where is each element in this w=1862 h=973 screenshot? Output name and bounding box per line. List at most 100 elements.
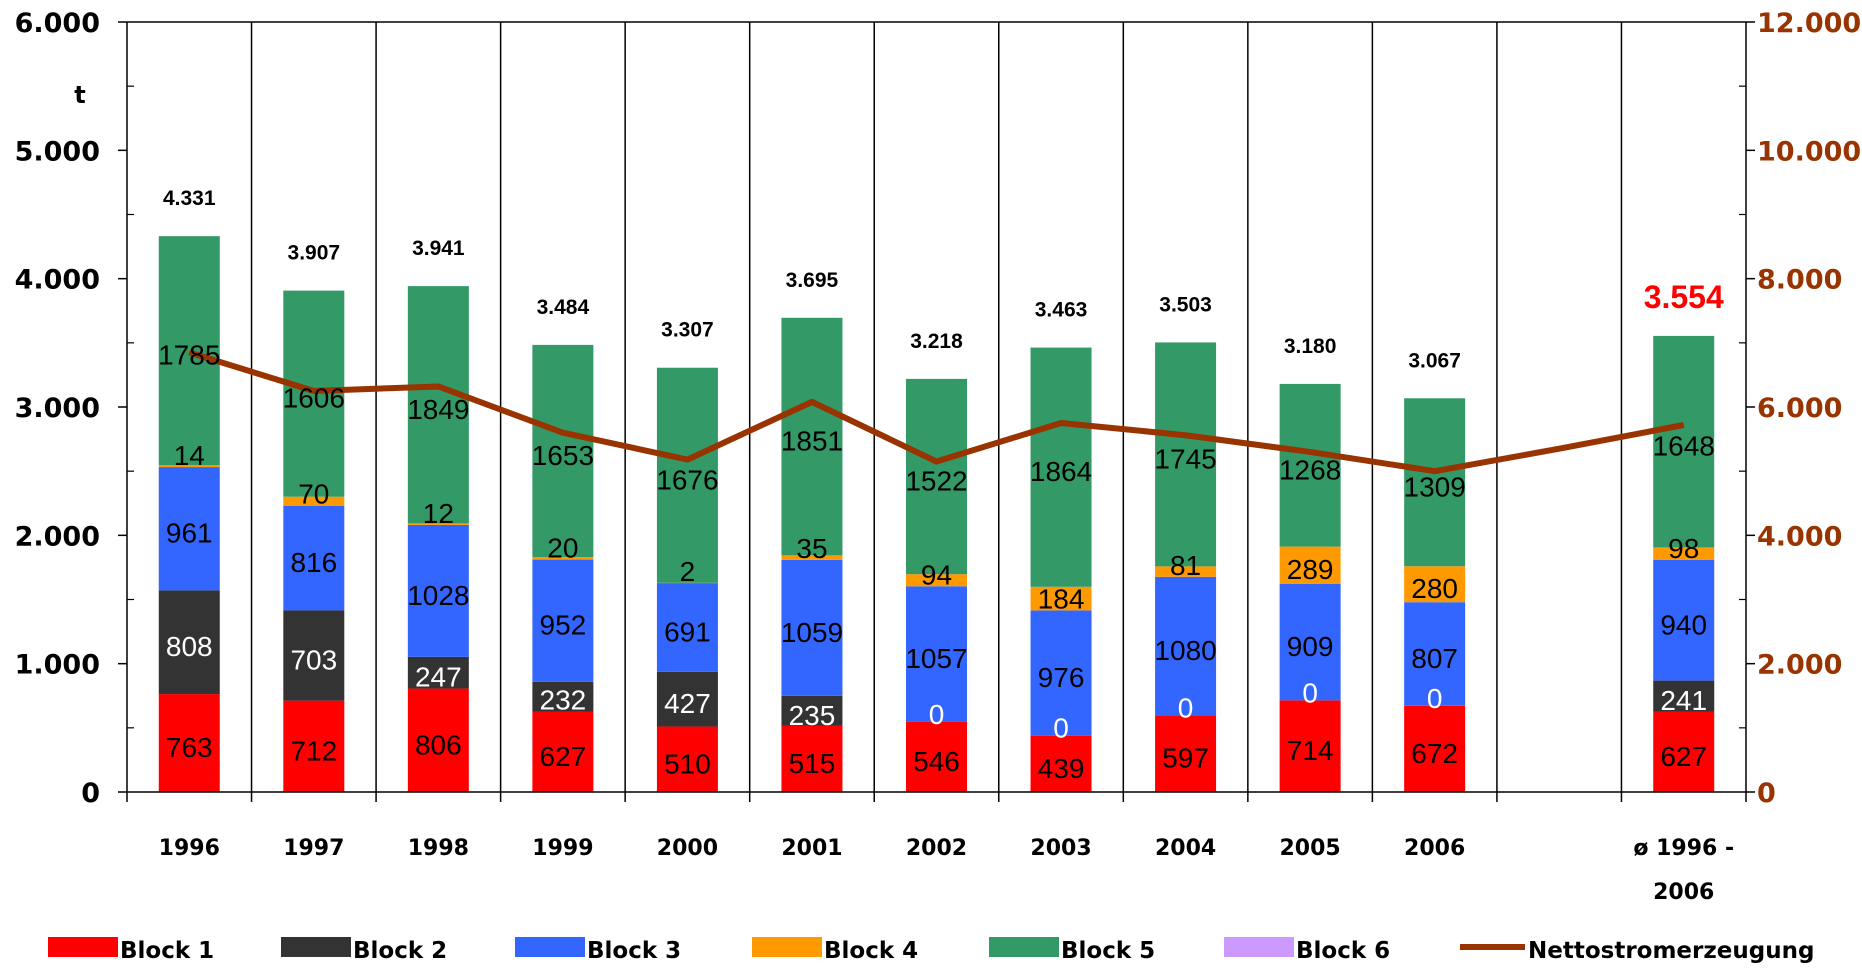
x-tick-label: 2005 [1279,836,1340,861]
bar-segment [532,557,594,560]
data-label: 807 [1411,643,1458,674]
data-label: 597 [1162,743,1209,774]
bar-segment [283,505,345,611]
bar-segment [656,583,718,672]
total-label: 3.554 [1644,279,1724,315]
data-label: 0 [929,699,945,730]
bar-segment [1155,342,1217,567]
data-label: 1785 [158,340,220,371]
data-label: 235 [789,700,836,731]
data-label: 0 [1427,683,1443,714]
legend-label: Block 3 [587,938,681,964]
y-left-tick-label: 3.000 [15,393,100,424]
y-left-tick-label: 4.000 [15,265,100,296]
axes: 0 1.000 2.000 3.000 4.000 5.000 6.000 t 0 2.000 4.… [15,8,1862,905]
x-tick-label: 2003 [1030,836,1091,861]
data-label: 232 [540,685,587,716]
y-right-tick-label: 0 [1757,778,1776,809]
legend-label: Nettostromerzeugung [1528,938,1814,964]
data-label: 909 [1287,631,1334,662]
data-label: 81 [1170,550,1201,581]
bar-segment [158,465,220,468]
bar-segment [283,700,345,792]
data-label: 0 [1178,692,1194,723]
data-label: 280 [1411,573,1458,604]
y-right-tick-label: 10.000 [1757,136,1861,167]
data-label: 1851 [781,426,843,457]
bar-segment [407,286,469,524]
total-label: 3.907 [288,242,341,265]
total-label: 3.463 [1035,299,1088,322]
data-label: 1522 [905,466,967,497]
bar-segment [158,590,220,695]
x-tick-label: 2000 [657,836,718,861]
data-label: 247 [415,662,462,693]
data-label: 1309 [1404,471,1466,502]
data-label: 952 [540,610,587,641]
bar-segment [1155,715,1217,792]
legend-swatch [48,937,118,957]
data-label: 0 [1302,677,1318,708]
bar-segment [407,688,469,792]
total-label: 3.695 [786,269,839,292]
data-label: 439 [1038,753,1085,784]
data-label: 1849 [407,394,469,425]
x-tick-label: 2004 [1155,836,1216,861]
bar-segment [532,681,594,712]
data-label: 510 [664,748,711,779]
bar-segment [158,467,220,591]
data-label: 546 [913,746,960,777]
x-tick-label: 2006 [1653,880,1714,905]
data-label: 714 [1287,735,1334,766]
legend-swatch [515,937,585,957]
bar-segment [1653,680,1715,712]
bar-segment [407,523,469,525]
total-label: 3.503 [1159,293,1212,316]
data-labels: 763 808 961 14 1785 4.331 712 703 816 70 1606 3.907… [158,187,1724,784]
bar-segment [1030,347,1092,587]
y-right-tick-label: 2.000 [1757,650,1842,681]
bar-segment [532,344,594,558]
grid-lines [250,22,1623,792]
data-label: 940 [1660,609,1707,640]
total-label: 3.307 [661,319,714,342]
legend-label: Block 4 [824,938,918,964]
y-right-tick-label: 4.000 [1757,521,1842,552]
bar-segment [1404,566,1466,603]
legend-label: Block 1 [120,938,214,964]
bar-segment [781,695,843,726]
bar-segment [906,721,967,792]
data-label: 808 [166,631,213,662]
data-label: 70 [298,479,329,510]
bar-segment [1155,576,1217,716]
bar-segment [1653,559,1715,681]
data-label: 1057 [905,643,967,674]
bar-segment [1653,547,1715,560]
bar-segment [656,671,718,727]
x-tick-label: ø 1996 - [1633,836,1734,861]
data-label: 98 [1668,533,1699,564]
bar-segment [1279,583,1341,701]
data-label: 427 [664,688,711,719]
bar-segment [781,555,843,560]
x-tick-label: 2006 [1404,836,1465,861]
data-label: 289 [1287,554,1334,585]
bar-segment [1155,566,1217,577]
legend-swatch [752,937,822,957]
y-left-tick-label: 2.000 [15,521,100,552]
line-series [188,349,1685,475]
data-label: 515 [789,748,836,779]
x-tick-label: 1999 [532,836,593,861]
legend-label: Block 5 [1061,938,1155,964]
y-left-tick-label: 5.000 [15,136,100,167]
data-label: 1676 [656,464,718,495]
bar-segment [1279,383,1341,547]
total-label: 3.484 [537,296,590,319]
data-label: 0 [1053,713,1069,744]
data-label: 712 [290,735,337,766]
x-tick-label: 1998 [408,836,469,861]
data-label: 1606 [283,383,345,414]
bar-segment [1653,711,1715,792]
bar-segment [656,726,718,792]
data-label: 691 [664,616,711,647]
